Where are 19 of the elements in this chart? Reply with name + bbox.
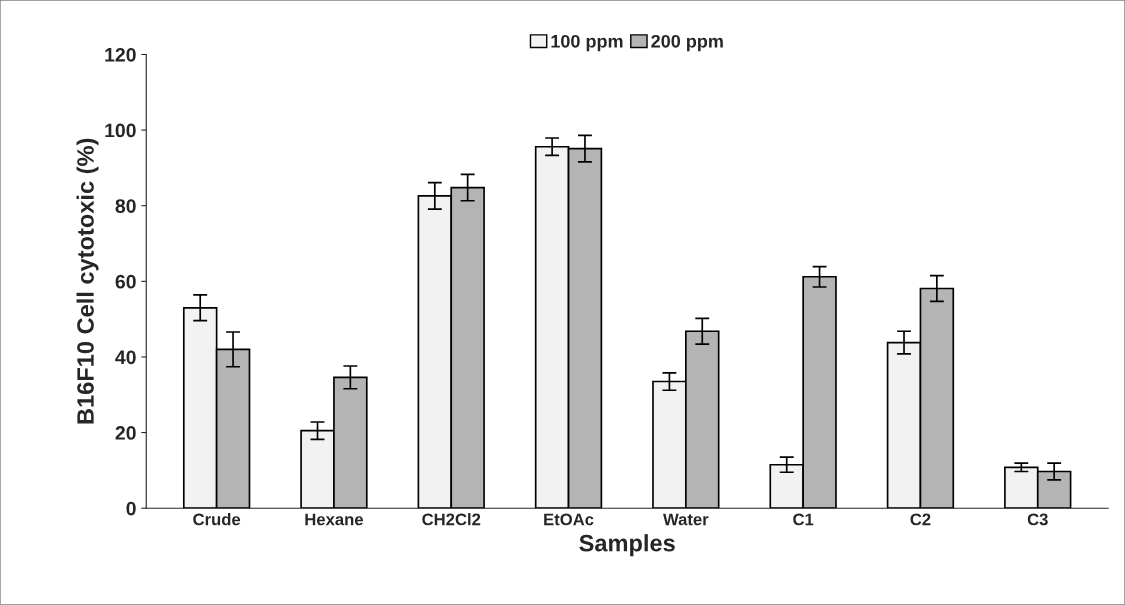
- y-tick-label: 0: [126, 501, 136, 516]
- x-tick-label: CH2Cl2: [422, 513, 481, 526]
- y-tick-label: 80: [115, 199, 136, 213]
- y-tick-label: 40: [115, 350, 136, 365]
- x-tick-label: C3: [1027, 513, 1048, 526]
- y-tick-label: 20: [115, 426, 136, 440]
- x-tick-label: Water: [663, 513, 709, 526]
- x-tick-label: Crude: [193, 513, 241, 526]
- x-axis-title: Samples: [579, 534, 675, 557]
- y-tick-label: 100: [105, 123, 136, 138]
- legend-label: 200 ppm: [651, 34, 723, 52]
- y-axis-title: B16F10 Cell cytotoxic (%): [76, 138, 99, 424]
- x-tick-label: C2: [910, 513, 931, 526]
- y-tick-label: 60: [115, 274, 136, 289]
- y-tick-label: 120: [105, 47, 136, 62]
- x-tick-label: EtOAc: [544, 513, 594, 526]
- legend-label: 100 ppm: [551, 34, 623, 52]
- x-tick-label: C1: [793, 513, 814, 526]
- x-tick-label: Hexane: [305, 513, 364, 526]
